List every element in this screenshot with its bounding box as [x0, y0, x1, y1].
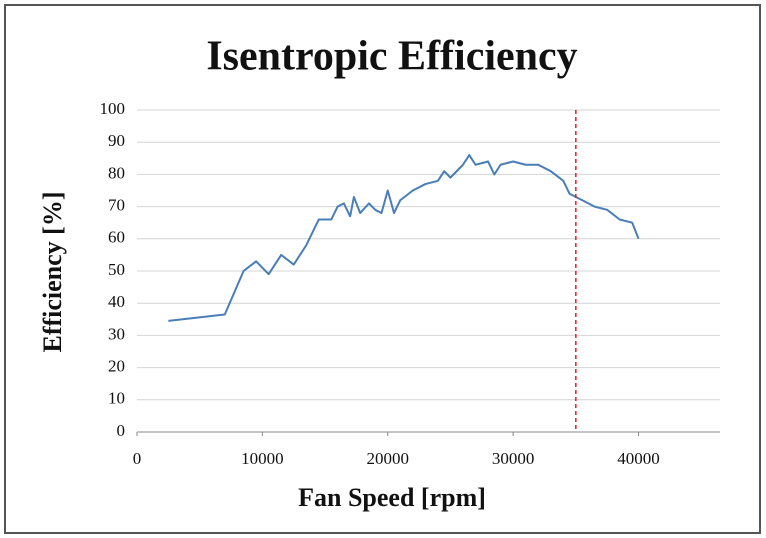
y-tick-label: 30 — [108, 324, 125, 343]
y-tick-label: 60 — [108, 228, 125, 247]
x-tick-label: 30000 — [492, 449, 535, 468]
x-axis-label: Fan Speed [rpm] — [298, 483, 486, 512]
y-tick-label: 0 — [117, 421, 126, 440]
chart-frame — [4, 4, 761, 534]
x-tick-label: 10000 — [241, 449, 284, 468]
y-tick-label: 50 — [108, 260, 125, 279]
y-tick-label: 100 — [100, 99, 126, 118]
data-line — [168, 154, 640, 322]
y-axis-label: Efficiency [%] — [38, 191, 67, 352]
y-tick-label: 70 — [108, 196, 125, 215]
y-tick-label: 90 — [108, 131, 125, 150]
y-tick-label: 80 — [108, 163, 125, 182]
x-tick-label: 40000 — [617, 449, 660, 468]
y-tick-label: 40 — [108, 292, 125, 311]
y-tick-label: 10 — [108, 389, 125, 408]
x-tick-label: 20000 — [367, 449, 410, 468]
y-tick-label: 20 — [108, 357, 125, 376]
chart-title: Isentropic Efficiency — [206, 34, 577, 80]
x-tick-label: 0 — [133, 449, 142, 468]
